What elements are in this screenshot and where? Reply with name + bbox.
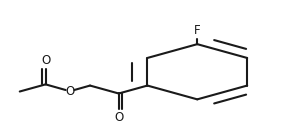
- Text: F: F: [194, 24, 201, 37]
- Text: O: O: [114, 111, 123, 124]
- Text: O: O: [41, 54, 50, 67]
- Text: O: O: [65, 85, 75, 98]
